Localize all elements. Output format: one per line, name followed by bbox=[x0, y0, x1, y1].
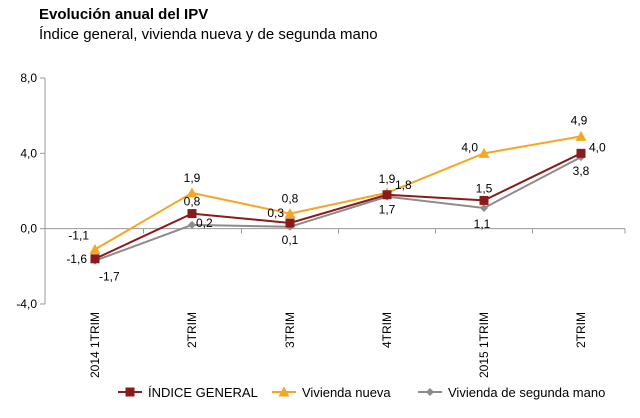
data-label: -1,6 bbox=[66, 252, 87, 266]
legend-item: Vivienda de segunda mano bbox=[418, 385, 605, 400]
data-label: -1,7 bbox=[99, 270, 120, 284]
chart-title: Evolución anual del IPV bbox=[39, 6, 209, 23]
x-tick-label: 2014 1TRIM bbox=[88, 312, 102, 378]
legend-item: Vivienda nueva bbox=[272, 385, 391, 400]
data-label: 3,8 bbox=[573, 164, 590, 178]
y-tick-label: 8,0 bbox=[20, 71, 37, 85]
data-label: 1,8 bbox=[395, 178, 412, 192]
data-label: 1,9 bbox=[379, 172, 396, 186]
data-label: 1,9 bbox=[184, 171, 201, 185]
legend-item: ÍNDICE GENERAL bbox=[118, 385, 258, 400]
data-point bbox=[478, 147, 490, 158]
data-label: 0,8 bbox=[282, 192, 299, 206]
data-point bbox=[188, 220, 196, 229]
data-label: 4,0 bbox=[461, 140, 478, 154]
data-label: 1,5 bbox=[476, 181, 493, 195]
legend: ÍNDICE GENERAL Vivienda nueva Vivienda de … bbox=[118, 385, 605, 400]
data-label: 0,1 bbox=[282, 233, 299, 247]
data-point bbox=[278, 386, 290, 397]
series-0 bbox=[90, 148, 586, 264]
data-point bbox=[480, 203, 488, 212]
data-point bbox=[187, 209, 197, 219]
y-tick-label: -4,0 bbox=[16, 297, 37, 311]
chart-subtitle: Índice general, vivienda nueva y de segu… bbox=[39, 26, 378, 43]
data-point bbox=[186, 187, 198, 198]
data-label: 4,0 bbox=[589, 140, 606, 154]
legend-label: Vivienda de segunda mano bbox=[448, 385, 605, 400]
data-point bbox=[382, 190, 392, 200]
series-line bbox=[94, 152, 582, 260]
legend-label: Vivienda nueva bbox=[302, 385, 391, 400]
data-label: 0,3 bbox=[267, 206, 284, 220]
x-tick-label: 3TRIM bbox=[283, 312, 297, 348]
data-label: -1,1 bbox=[68, 228, 89, 242]
data-label: 0,8 bbox=[184, 195, 201, 209]
data-label: 4,9 bbox=[571, 113, 588, 127]
data-label: 1,1 bbox=[474, 217, 491, 231]
data-label: 0,2 bbox=[196, 216, 213, 230]
y-tick-label: 4,0 bbox=[20, 146, 37, 160]
axes: -4,0 0,0 4,0 8,0 2014 1TRIM 2TRIM 3TRIM 4TRIM 20… bbox=[16, 71, 626, 378]
x-tick-label: 2TRIM bbox=[574, 312, 588, 348]
data-point bbox=[426, 388, 434, 396]
legend-label: ÍNDICE GENERAL bbox=[148, 385, 258, 400]
data-point bbox=[479, 195, 489, 205]
x-tick-label: 2015 1TRIM bbox=[477, 312, 491, 378]
data-point bbox=[90, 254, 100, 264]
data-point bbox=[285, 218, 295, 228]
data-point bbox=[576, 148, 586, 158]
x-tick-label: 4TRIM bbox=[380, 312, 394, 348]
data-point bbox=[575, 130, 587, 141]
series-line bbox=[94, 156, 582, 262]
x-tick-label: 2TRIM bbox=[185, 312, 199, 348]
data-point bbox=[125, 387, 135, 397]
data-point bbox=[89, 243, 101, 254]
series-line bbox=[94, 135, 582, 251]
series-1 bbox=[89, 130, 587, 254]
data-label: 1,7 bbox=[379, 203, 396, 217]
y-tick-label: 0,0 bbox=[20, 222, 37, 236]
data-labels: -1,60,80,31,8 1,54,0-1,11,90,81,94,04,9-1… bbox=[66, 113, 606, 283]
data-point bbox=[284, 208, 296, 219]
series-group bbox=[89, 130, 587, 265]
